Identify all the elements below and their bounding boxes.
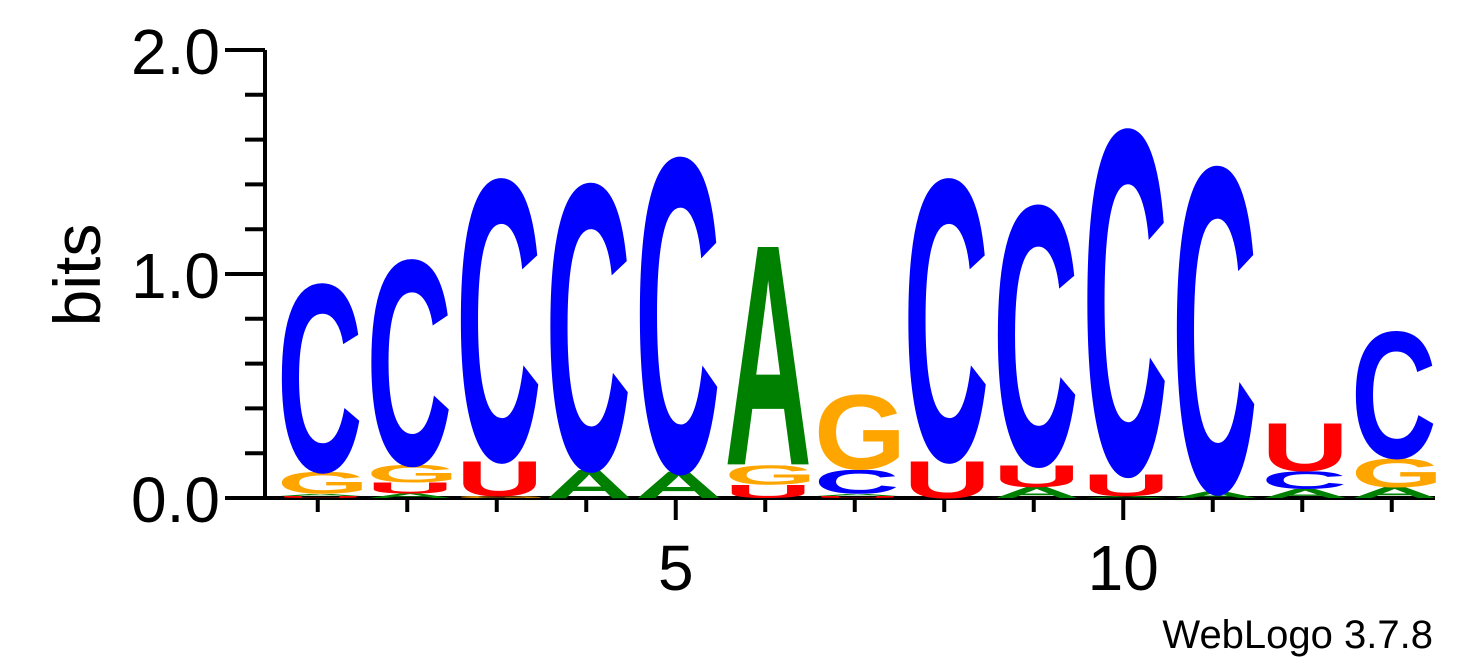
weblogo-credit: WebLogo 3.7.8 — [1162, 613, 1433, 657]
logo-letter-group: C — [367, 198, 453, 527]
logo-letter-group: C — [1262, 467, 1348, 495]
logo-letter-G: G — [814, 372, 906, 491]
logo-letter-U: U — [277, 495, 364, 498]
logo-letter-group: C — [904, 96, 990, 547]
logo-letter-U: U — [814, 495, 901, 498]
logo-letter-group: U — [277, 495, 364, 498]
logo-letter-C: C — [456, 96, 542, 547]
logo-letter-group: U — [367, 480, 454, 497]
axes: 0.0 1.0 2.0 5 10 — [131, 16, 1435, 604]
logo-letter-A: A — [725, 178, 812, 532]
logo-letter-A: A — [1351, 484, 1438, 501]
logo-letter-G: G — [456, 495, 548, 499]
logo-letter-group: C — [1351, 294, 1437, 497]
logo-letter-C: C — [1172, 70, 1258, 591]
logo-letter-A: A — [1172, 490, 1259, 501]
logo-letter-A: A — [1083, 495, 1170, 498]
logo-letter-A: A — [993, 484, 1080, 501]
logo-letter-group: A — [1172, 490, 1259, 501]
logo-letter-U: U — [367, 480, 454, 497]
logo-letter-group: G — [277, 466, 369, 501]
logo-letter-group: U — [814, 495, 901, 498]
logo-letter-C: C — [635, 64, 721, 567]
logo-letter-group: A — [814, 493, 901, 496]
logo-letter-group: C — [456, 96, 542, 547]
logo-letter-A: A — [367, 492, 454, 499]
logo-letter-C: C — [546, 98, 632, 556]
logo-letter-C: C — [1351, 294, 1437, 497]
y-tick-label: 2.0 — [131, 16, 220, 88]
logo-letter-C: C — [814, 463, 900, 501]
logo-letter-group: A — [1262, 487, 1349, 501]
logo-letter-U: U — [904, 450, 991, 510]
logo-letter-group: C — [546, 98, 632, 556]
logo-letter-group: C — [277, 229, 363, 529]
logo-letter-A: A — [814, 493, 901, 496]
logo-letter-G: G — [277, 466, 369, 501]
logo-letter-group: C — [1172, 70, 1258, 591]
logo-letter-group: A — [993, 484, 1080, 501]
logo-letter-C: C — [367, 198, 453, 527]
logo-letter-group: G — [1351, 450, 1443, 495]
logo-letter-A: A — [635, 464, 722, 506]
logo-letter-group: C — [635, 64, 721, 567]
x-tick-label: 10 — [1088, 532, 1159, 604]
logo-letter-group: G — [814, 372, 906, 491]
y-axis-label: bits — [40, 224, 114, 327]
logo-letter-C: C — [1083, 28, 1169, 579]
logo-letter-group: U — [993, 458, 1080, 493]
logo-letter-A: A — [277, 493, 364, 496]
logo-letter-group: U — [456, 450, 543, 506]
logo-letter-group: U — [1083, 467, 1170, 502]
logo-letter-U: U — [1262, 409, 1349, 486]
logo-letter-G: G — [367, 460, 459, 488]
logo-letter-group: A — [277, 493, 364, 496]
logo-letter-group: A — [546, 461, 633, 507]
logo-letter-A: A — [546, 461, 633, 507]
logo-letter-A: A — [1262, 487, 1349, 501]
logo-letter-group: C — [993, 127, 1079, 543]
logo-letter-group: C — [1083, 28, 1169, 579]
logo-letter-group: U — [904, 450, 991, 510]
logo-letter-group: A — [367, 492, 454, 499]
logo-letter-group: A — [1083, 495, 1170, 498]
logo-letter-C: C — [277, 229, 363, 529]
logo-letter-U: U — [456, 450, 543, 506]
logo-letter-group: G — [725, 459, 817, 490]
logo-letter-C: C — [904, 96, 990, 547]
logo-letter-U: U — [993, 458, 1080, 493]
logo-letter-group: G — [456, 495, 548, 499]
logo-letter-group: A — [725, 178, 812, 532]
y-tick-label: 1.0 — [131, 240, 220, 312]
logo-letter-U: U — [1083, 467, 1170, 502]
logo-letter-group: G — [367, 460, 459, 488]
logo-letter-group: A — [1351, 484, 1438, 501]
logo-letter-G: G — [1351, 450, 1443, 495]
logo-letter-group: U — [725, 481, 812, 502]
logo-letter-C: C — [993, 127, 1079, 543]
x-tick-label: 5 — [658, 532, 694, 604]
y-tick-label: 0.0 — [131, 464, 220, 536]
logo-letter-group: U — [1262, 409, 1349, 486]
logo-letter-group: C — [814, 463, 900, 501]
logo-letter-U: U — [725, 481, 812, 502]
logo-letter-C: C — [1262, 467, 1348, 495]
logo-letter-G: G — [725, 459, 817, 490]
logo-letter-group: A — [635, 464, 722, 506]
